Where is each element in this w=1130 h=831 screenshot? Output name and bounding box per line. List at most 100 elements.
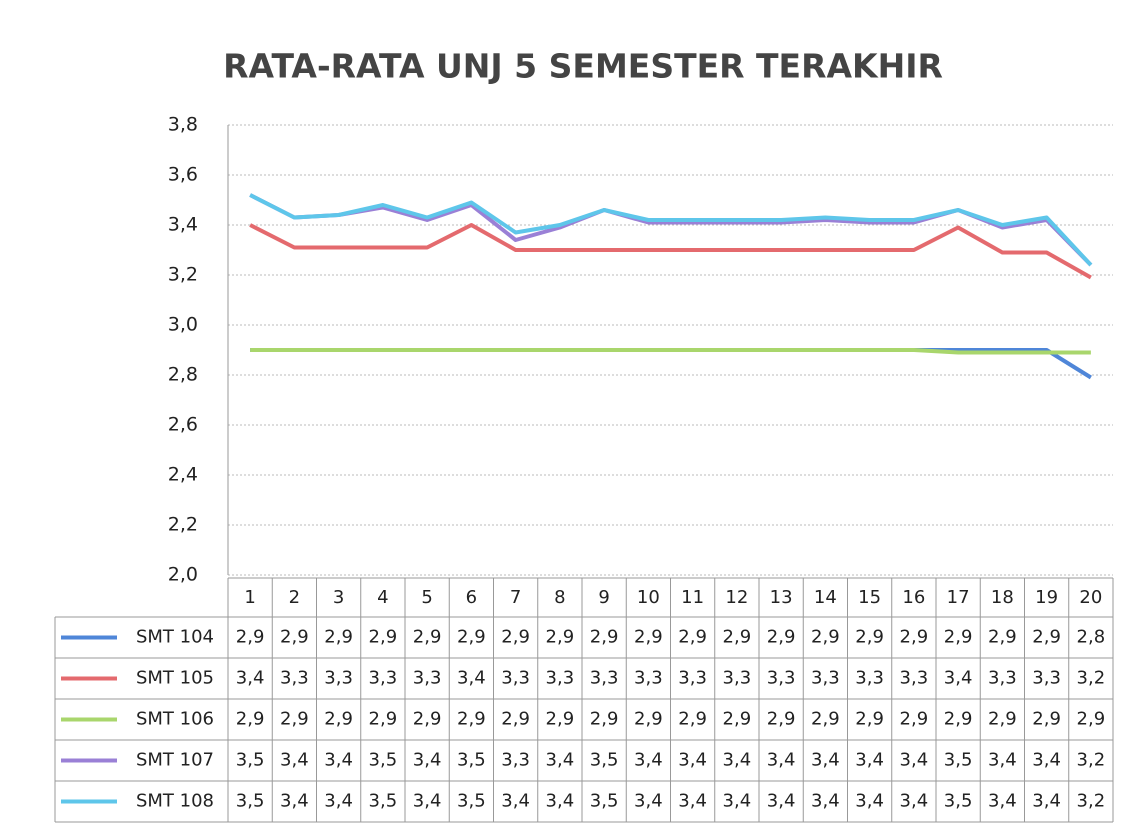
table-value: 3,5 bbox=[236, 750, 265, 771]
table-value: 3,3 bbox=[501, 668, 530, 689]
x-tick-label: 1 bbox=[244, 587, 255, 608]
legend-label: SMT 108 bbox=[136, 791, 214, 812]
table-value: 3,4 bbox=[1032, 791, 1061, 812]
y-tick-label: 3,0 bbox=[168, 314, 198, 336]
table-value: 2,9 bbox=[988, 709, 1017, 730]
table-value: 3,3 bbox=[369, 668, 398, 689]
x-tick-label: 6 bbox=[466, 587, 477, 608]
table-value: 2,9 bbox=[1032, 709, 1061, 730]
table-value: 3,4 bbox=[501, 791, 530, 812]
table-value: 2,9 bbox=[457, 709, 486, 730]
table-value: 3,3 bbox=[767, 668, 796, 689]
table-value: 3,3 bbox=[280, 668, 309, 689]
y-tick-label: 2,6 bbox=[168, 414, 198, 436]
table-value: 3,4 bbox=[280, 750, 309, 771]
table-value: 2,9 bbox=[988, 627, 1017, 648]
legend-label: SMT 104 bbox=[136, 627, 214, 648]
legend-label: SMT 107 bbox=[136, 750, 214, 771]
x-tick-label: 17 bbox=[947, 587, 970, 608]
table-value: 3,4 bbox=[855, 791, 884, 812]
table-value: 2,9 bbox=[634, 627, 663, 648]
x-tick-label: 18 bbox=[991, 587, 1014, 608]
table-value: 3,4 bbox=[634, 791, 663, 812]
y-tick-label: 2,0 bbox=[168, 564, 198, 586]
table-value: 2,9 bbox=[900, 627, 929, 648]
x-tick-label: 9 bbox=[598, 587, 609, 608]
table-value: 2,9 bbox=[501, 627, 530, 648]
series-line bbox=[250, 348, 1091, 355]
y-tick-label: 3,2 bbox=[168, 264, 198, 286]
table-value: 2,9 bbox=[590, 627, 619, 648]
table-value: 2,9 bbox=[678, 627, 707, 648]
table-value: 3,5 bbox=[944, 750, 973, 771]
table-value: 2,9 bbox=[944, 709, 973, 730]
x-tick-label: 5 bbox=[421, 587, 432, 608]
y-tick-label: 3,4 bbox=[168, 214, 198, 236]
table-value: 3,2 bbox=[1077, 791, 1106, 812]
table-value: 2,9 bbox=[634, 709, 663, 730]
table-value: 2,9 bbox=[767, 709, 796, 730]
table-value: 2,9 bbox=[236, 709, 265, 730]
chart-title: RATA-RATA UNJ 5 SEMESTER TERAKHIR bbox=[223, 47, 943, 86]
x-tick-label: 10 bbox=[637, 587, 660, 608]
table-value: 3,4 bbox=[767, 750, 796, 771]
table-value: 3,3 bbox=[501, 750, 530, 771]
x-tick-label: 15 bbox=[858, 587, 881, 608]
table-value: 2,9 bbox=[501, 709, 530, 730]
table-value: 3,3 bbox=[634, 668, 663, 689]
table-value: 3,4 bbox=[546, 750, 575, 771]
table-value: 3,4 bbox=[280, 791, 309, 812]
table-value: 3,4 bbox=[413, 750, 442, 771]
table-value: 2,9 bbox=[855, 627, 884, 648]
table-value: 3,4 bbox=[767, 791, 796, 812]
table-value: 2,9 bbox=[280, 709, 309, 730]
table-value: 2,9 bbox=[944, 627, 973, 648]
table-value: 3,4 bbox=[900, 791, 929, 812]
x-tick-label: 20 bbox=[1079, 587, 1102, 608]
table-value: 3,3 bbox=[855, 668, 884, 689]
y-tick-label: 2,4 bbox=[168, 464, 198, 486]
table-value: 2,9 bbox=[324, 709, 353, 730]
table-value: 2,9 bbox=[236, 627, 265, 648]
x-tick-label: 4 bbox=[377, 587, 388, 608]
table-value: 3,2 bbox=[1077, 750, 1106, 771]
table-value: 2,9 bbox=[723, 709, 752, 730]
table-value: 3,3 bbox=[988, 668, 1017, 689]
table-value: 3,4 bbox=[678, 791, 707, 812]
table-value: 3,4 bbox=[236, 668, 265, 689]
table-value: 3,4 bbox=[413, 791, 442, 812]
table-value: 3,3 bbox=[1032, 668, 1061, 689]
table-value: 3,3 bbox=[413, 668, 442, 689]
table-value: 3,5 bbox=[944, 791, 973, 812]
x-tick-label: 3 bbox=[333, 587, 344, 608]
table-value: 3,5 bbox=[590, 791, 619, 812]
table-value: 2,9 bbox=[811, 709, 840, 730]
table-value: 2,9 bbox=[369, 709, 398, 730]
table-value: 2,9 bbox=[811, 627, 840, 648]
table-value: 3,4 bbox=[1032, 750, 1061, 771]
table-value: 3,4 bbox=[944, 668, 973, 689]
series-line bbox=[249, 193, 1093, 267]
table-value: 2,9 bbox=[1032, 627, 1061, 648]
table-value: 3,3 bbox=[900, 668, 929, 689]
table-value: 3,3 bbox=[678, 668, 707, 689]
x-tick-label: 14 bbox=[814, 587, 837, 608]
table-value: 3,4 bbox=[678, 750, 707, 771]
table-value: 2,9 bbox=[678, 709, 707, 730]
table-value: 3,4 bbox=[546, 791, 575, 812]
table-value: 3,5 bbox=[369, 791, 398, 812]
table-value: 2,9 bbox=[546, 627, 575, 648]
table-value: 3,4 bbox=[811, 791, 840, 812]
table-value: 2,9 bbox=[280, 627, 309, 648]
table-value: 3,4 bbox=[457, 668, 486, 689]
table-value: 2,9 bbox=[1077, 709, 1106, 730]
y-tick-label: 2,2 bbox=[168, 514, 198, 536]
table-value: 3,3 bbox=[324, 668, 353, 689]
series-line bbox=[249, 223, 1092, 280]
table-value: 3,5 bbox=[457, 750, 486, 771]
table-value: 3,4 bbox=[324, 750, 353, 771]
table-value: 3,3 bbox=[723, 668, 752, 689]
table-value: 3,5 bbox=[457, 791, 486, 812]
